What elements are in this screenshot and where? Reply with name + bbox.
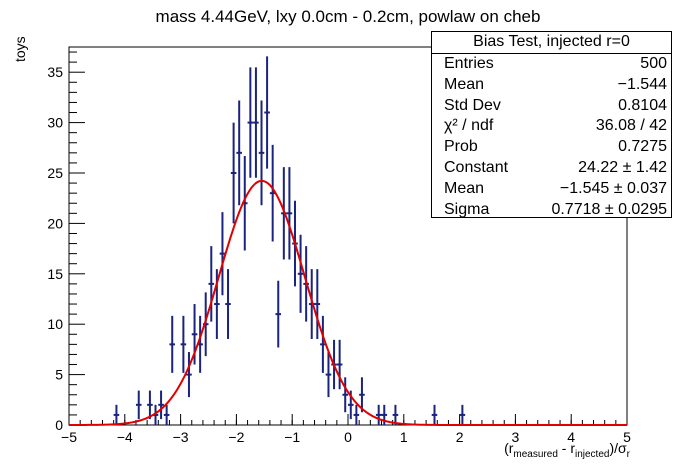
y-tick-label: 35 bbox=[47, 64, 63, 80]
stats-key: Entries bbox=[444, 55, 494, 72]
x-tick-label: −2 bbox=[228, 429, 244, 445]
x-tick-label: 2 bbox=[456, 429, 464, 445]
stats-value: 36.08 / 42 bbox=[595, 117, 667, 135]
stats-key: Mean bbox=[444, 75, 485, 93]
stats-value: 0.8104 bbox=[618, 96, 667, 114]
y-tick-label: 15 bbox=[47, 266, 63, 282]
x-label-subscript: injected bbox=[574, 448, 610, 460]
fit-curve bbox=[69, 179, 627, 426]
stats-key: Sigma bbox=[444, 200, 490, 218]
stats-title: Bias Test, injected r=0 bbox=[432, 32, 671, 54]
stats-row: Prob 0.7275 bbox=[432, 137, 671, 158]
stats-key: Prob bbox=[444, 138, 478, 156]
x-axis-label: (rmeasured - rinjected)/σr bbox=[504, 440, 630, 460]
stats-row: Sigma 0.7718 ± 0.0295 bbox=[432, 200, 671, 221]
y-tick-label: 20 bbox=[47, 215, 63, 231]
y-tick-label: 5 bbox=[55, 367, 63, 383]
stats-row: Entries 500 bbox=[432, 54, 671, 75]
stats-value: 0.7718 ± 0.0295 bbox=[551, 200, 667, 218]
x-label-part: (r bbox=[504, 440, 514, 456]
stats-value: −1.544 bbox=[617, 75, 667, 93]
stats-row: Mean −1.544 bbox=[432, 75, 671, 96]
stats-row: Mean −1.545 ± 0.037 bbox=[432, 179, 671, 200]
x-label-subscript: r bbox=[626, 448, 630, 460]
x-tick-label: 3 bbox=[512, 429, 520, 445]
stats-row: χ² / ndf 36.08 / 42 bbox=[432, 116, 671, 137]
stats-box: Bias Test, injected r=0 Entries 500 Mean −… bbox=[431, 31, 672, 218]
stats-value: −1.545 ± 0.037 bbox=[559, 179, 667, 197]
y-tick-label: 0 bbox=[55, 417, 63, 433]
stats-row: Std Dev 0.8104 bbox=[432, 96, 671, 117]
stats-value: 500 bbox=[640, 55, 667, 72]
x-tick-label: −1 bbox=[284, 429, 300, 445]
stats-key: χ² / ndf bbox=[444, 117, 494, 135]
x-tick-label: −4 bbox=[117, 429, 133, 445]
x-tick-label: 0 bbox=[344, 429, 352, 445]
x-tick-label: −5 bbox=[61, 429, 77, 445]
y-tick-label: 25 bbox=[47, 165, 63, 181]
x-tick-label: −3 bbox=[173, 429, 189, 445]
stats-value: 0.7275 bbox=[618, 138, 667, 156]
x-label-subscript: measured bbox=[513, 448, 558, 460]
x-label-part: - r bbox=[557, 440, 575, 456]
stats-key: Mean bbox=[444, 179, 485, 197]
stats-key: Constant bbox=[444, 158, 509, 176]
stats-key: Std Dev bbox=[444, 96, 501, 114]
x-tick-label: 5 bbox=[623, 429, 631, 445]
y-tick-label: 10 bbox=[47, 316, 63, 332]
stats-value: 24.22 ± 1.42 bbox=[578, 158, 667, 176]
chart-title: mass 4.44GeV, lxy 0.0cm - 0.2cm, powlaw … bbox=[155, 7, 541, 26]
x-tick-label: 1 bbox=[400, 429, 408, 445]
stats-row: Constant 24.22 ± 1.42 bbox=[432, 158, 671, 179]
x-label-part: )/σ bbox=[609, 440, 627, 456]
x-tick-label: 4 bbox=[567, 429, 575, 445]
y-tick-label: 30 bbox=[47, 115, 63, 131]
